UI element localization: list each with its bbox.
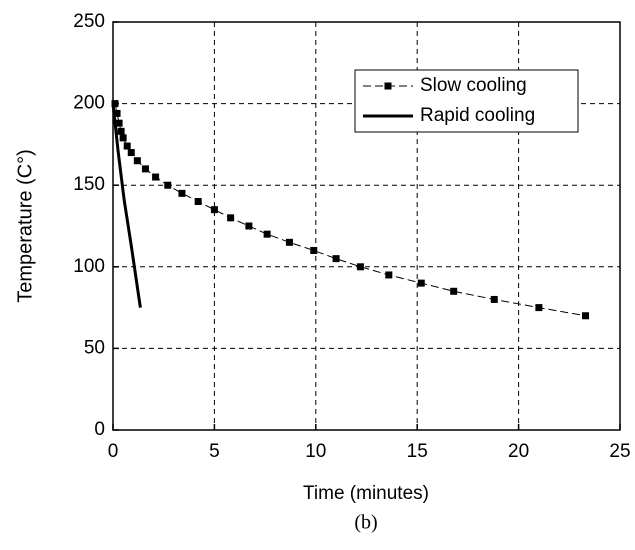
- marker: [245, 222, 253, 230]
- marker: [141, 165, 149, 173]
- line: [114, 103, 586, 317]
- marker: [113, 109, 121, 117]
- legend-marker: [384, 82, 392, 90]
- marker: [582, 312, 590, 320]
- marker: [227, 214, 235, 222]
- x-axis-label: Time (minutes): [303, 483, 429, 504]
- y-tick-label: 250: [73, 11, 105, 32]
- plot-frame: [112, 21, 621, 431]
- marker: [417, 279, 425, 287]
- marker: [194, 198, 202, 206]
- marker: [115, 119, 123, 127]
- marker: [535, 304, 543, 312]
- marker: [263, 230, 271, 238]
- marker: [152, 173, 160, 181]
- x-tick-label: 15: [407, 441, 428, 462]
- caption: (b): [354, 512, 377, 534]
- line: [111, 103, 142, 308]
- marker: [285, 238, 293, 246]
- legend-box: [354, 69, 579, 133]
- legend-label: Slow cooling: [420, 75, 527, 96]
- x-tick-label: 20: [508, 441, 529, 462]
- marker: [164, 181, 172, 189]
- y-tick-label: 100: [73, 256, 105, 277]
- x-tick-label: 10: [305, 441, 326, 462]
- y-tick-label: 0: [94, 419, 105, 440]
- y-tick-label: 150: [73, 174, 105, 195]
- marker: [356, 263, 364, 271]
- marker: [332, 255, 340, 263]
- marker: [133, 157, 141, 165]
- y-axis-label: Temperature (C°): [14, 149, 36, 303]
- y-tick-label: 50: [84, 337, 105, 358]
- x-tick-label: 5: [209, 441, 220, 462]
- x-tick-label: 25: [609, 441, 630, 462]
- marker: [385, 271, 393, 279]
- marker: [123, 142, 131, 150]
- y-tick-label: 200: [73, 93, 105, 114]
- marker: [127, 149, 135, 157]
- marker: [111, 100, 119, 108]
- marker: [490, 295, 498, 303]
- x-tick-label: 0: [108, 441, 119, 462]
- marker: [119, 134, 127, 142]
- marker: [310, 246, 318, 254]
- legend-label: Rapid cooling: [420, 105, 535, 126]
- marker: [178, 189, 186, 197]
- marker: [210, 206, 218, 214]
- marker: [450, 287, 458, 295]
- marker: [117, 127, 125, 135]
